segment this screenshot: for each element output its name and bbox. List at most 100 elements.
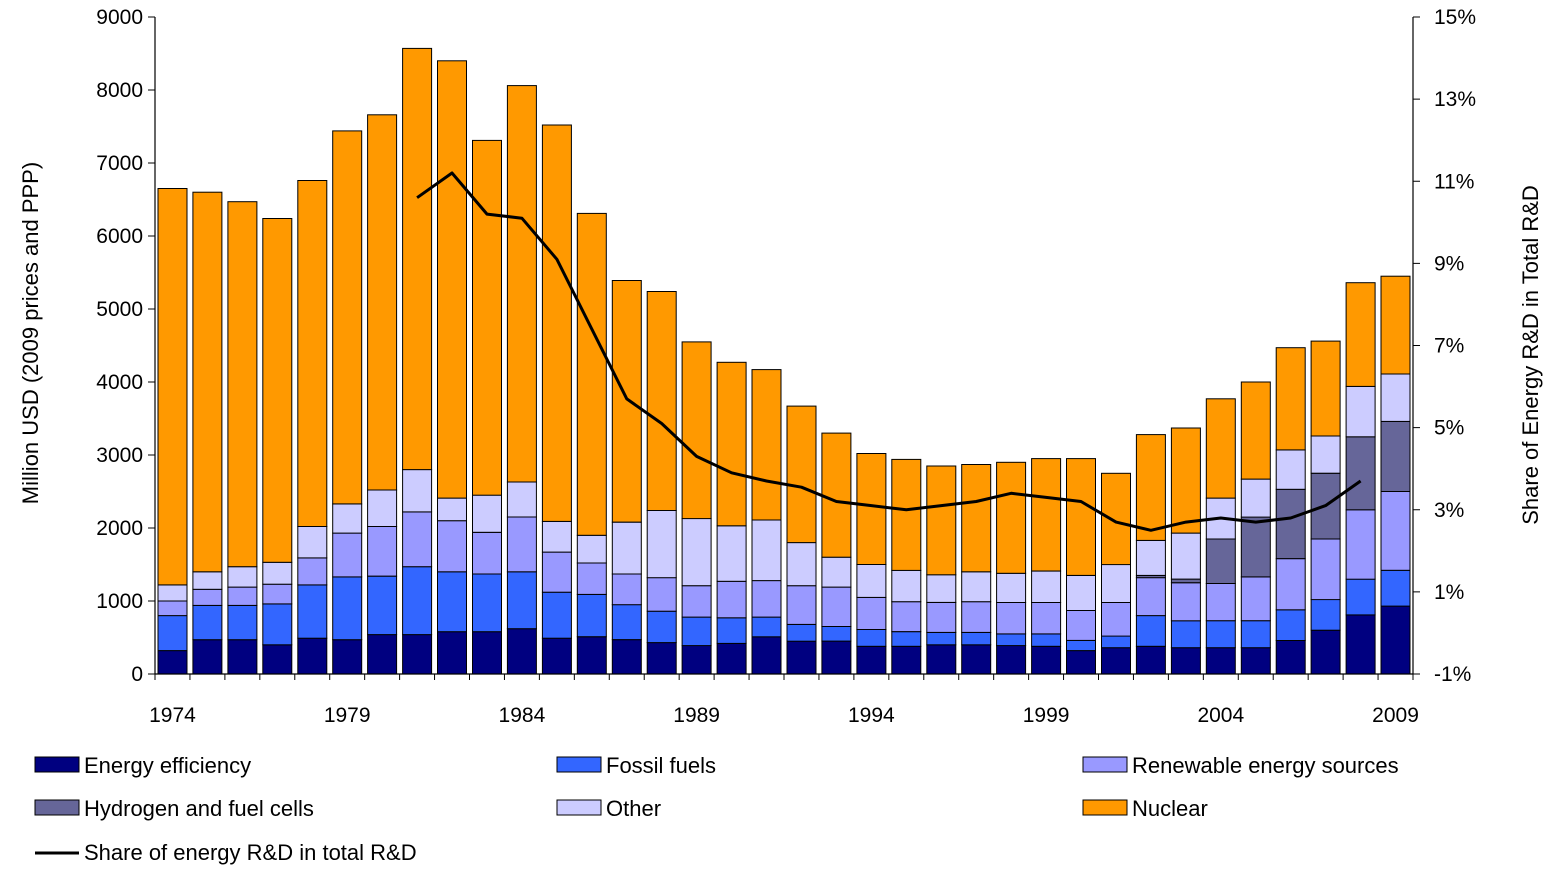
bar-nuclear-1986: [576, 212, 607, 536]
bar-renewable-energy-sources-1991: [751, 580, 782, 618]
bar-energy-efficiency-1999: [1031, 645, 1062, 675]
y-tick-label-left: 8000: [96, 79, 143, 102]
x-tick-label: 1984: [499, 704, 546, 727]
bar-other-2008: [1345, 385, 1376, 438]
bar-energy-efficiency-1989: [681, 645, 712, 675]
bar-nuclear-1985: [541, 124, 572, 522]
y-tick-label-right: -1%: [1434, 663, 1471, 686]
bar-renewable-energy-sources-1977: [262, 583, 293, 605]
bar-renewable-energy-sources-2005: [1240, 576, 1271, 622]
bar-fossil-fuels-1982: [437, 571, 467, 633]
y-tick-label-left: 2000: [96, 517, 143, 540]
bar-energy-efficiency-2005: [1240, 647, 1271, 675]
bar-nuclear-1988: [646, 291, 677, 511]
bar-nuclear-1981: [402, 47, 433, 471]
y-tick-label-left: 1000: [96, 590, 143, 613]
bar-nuclear-2001: [1101, 472, 1131, 566]
bar-other-1978: [297, 526, 328, 559]
bar-nuclear-1995: [891, 458, 922, 571]
y-tick-label-right: 5%: [1434, 417, 1464, 440]
bar-fossil-fuels-1975: [192, 604, 223, 641]
bar-renewable-energy-sources-2009: [1380, 491, 1411, 571]
bar-other-1975: [192, 571, 223, 590]
y-tick-label-right: 15%: [1434, 6, 1476, 29]
bar-renewable-energy-sources-1980: [367, 526, 398, 577]
bar-nuclear-1984: [506, 85, 537, 483]
bar-nuclear-1987: [611, 280, 642, 523]
bar-hydrogen-and-fuel-cells-2009: [1380, 420, 1411, 492]
bar-nuclear-1974: [157, 188, 188, 586]
y-tick-label-right: 13%: [1434, 88, 1476, 111]
x-tick-label: 1994: [848, 704, 895, 727]
axes-layer: 0 1000 2000 3000 4000 5000 6000 7000 8000 9000 -1%…: [96, 6, 1476, 727]
y-tick-label-left: 5000: [96, 298, 143, 321]
bar-hydrogen-and-fuel-cells-2004: [1205, 538, 1236, 584]
bar-other-1981: [402, 469, 433, 513]
bar-fossil-fuels-2000: [1066, 639, 1096, 652]
bar-renewable-energy-sources-1975: [192, 588, 223, 606]
bar-renewable-energy-sources-1997: [961, 601, 992, 633]
bar-energy-efficiency-2002: [1135, 645, 1166, 675]
bar-fossil-fuels-1992: [786, 623, 817, 642]
bar-renewable-energy-sources-1992: [786, 585, 817, 625]
bar-nuclear-1993: [821, 432, 852, 558]
bar-other-1983: [472, 494, 502, 533]
bar-nuclear-1982: [437, 60, 467, 499]
y-tick-label-left: 6000: [96, 225, 143, 248]
bar-fossil-fuels-1997: [961, 631, 992, 646]
bar-fossil-fuels-1994: [856, 629, 887, 647]
bar-renewable-energy-sources-1982: [437, 520, 467, 573]
bar-renewable-energy-sources-2007: [1310, 538, 1341, 601]
bar-other-2005: [1240, 478, 1271, 518]
bar-other-1993: [821, 556, 852, 588]
legend-swatch-nuclear: [1082, 799, 1128, 816]
bar-renewable-energy-sources-1986: [576, 562, 607, 595]
bar-fossil-fuels-1977: [262, 603, 293, 646]
legend-swatch-fossil-fuels: [556, 756, 602, 773]
bar-renewable-energy-sources-2002: [1135, 577, 1166, 617]
bar-other-1995: [891, 569, 922, 603]
bar-other-1984: [506, 481, 537, 518]
bar-energy-efficiency-2004: [1205, 647, 1236, 675]
bar-fossil-fuels-1993: [821, 626, 852, 642]
y-tick-label-right: 7%: [1434, 335, 1464, 358]
bar-nuclear-1990: [716, 361, 747, 527]
bar-fossil-fuels-1985: [541, 591, 572, 639]
bar-nuclear-1994: [856, 453, 887, 565]
bar-other-1999: [1031, 570, 1062, 603]
bar-fossil-fuels-1995: [891, 631, 922, 647]
bar-fossil-fuels-1991: [751, 616, 782, 638]
legend-label: Nuclear: [1132, 796, 1208, 821]
bar-energy-efficiency-1977: [262, 644, 293, 675]
bar-renewable-energy-sources-1974: [157, 600, 188, 617]
bar-energy-efficiency-2006: [1275, 639, 1306, 675]
bar-energy-efficiency-1976: [227, 639, 258, 675]
bar-fossil-fuels-1979: [332, 576, 363, 641]
bar-other-1989: [681, 518, 712, 587]
bar-other-2006: [1275, 449, 1306, 490]
bar-nuclear-2002: [1135, 434, 1166, 541]
bar-energy-efficiency-1988: [646, 642, 677, 675]
bar-energy-efficiency-1985: [541, 637, 572, 675]
bar-nuclear-2009: [1380, 275, 1411, 375]
legend-swatch-hydrogen-and-fuel-cells: [34, 799, 80, 816]
bar-energy-efficiency-1992: [786, 640, 817, 675]
bar-nuclear-1999: [1031, 458, 1062, 572]
bar-fossil-fuels-1981: [402, 566, 433, 636]
bar-renewable-energy-sources-2001: [1101, 602, 1131, 637]
bar-renewable-energy-sources-1979: [332, 532, 363, 578]
bar-energy-efficiency-1980: [367, 634, 398, 675]
bar-other-2009: [1380, 373, 1411, 422]
bar-nuclear-2006: [1275, 347, 1306, 451]
bar-renewable-energy-sources-1995: [891, 601, 922, 633]
legend-swatch-other: [556, 799, 602, 816]
bar-fossil-fuels-1986: [576, 593, 607, 638]
bar-fossil-fuels-1974: [157, 615, 188, 652]
bar-energy-efficiency-1981: [402, 634, 433, 675]
bar-renewable-energy-sources-1996: [926, 602, 957, 633]
bar-renewable-energy-sources-1984: [506, 516, 537, 573]
bar-fossil-fuels-2003: [1170, 620, 1201, 649]
bar-renewable-energy-sources-1989: [681, 585, 712, 618]
bar-renewable-energy-sources-1999: [1031, 602, 1062, 635]
